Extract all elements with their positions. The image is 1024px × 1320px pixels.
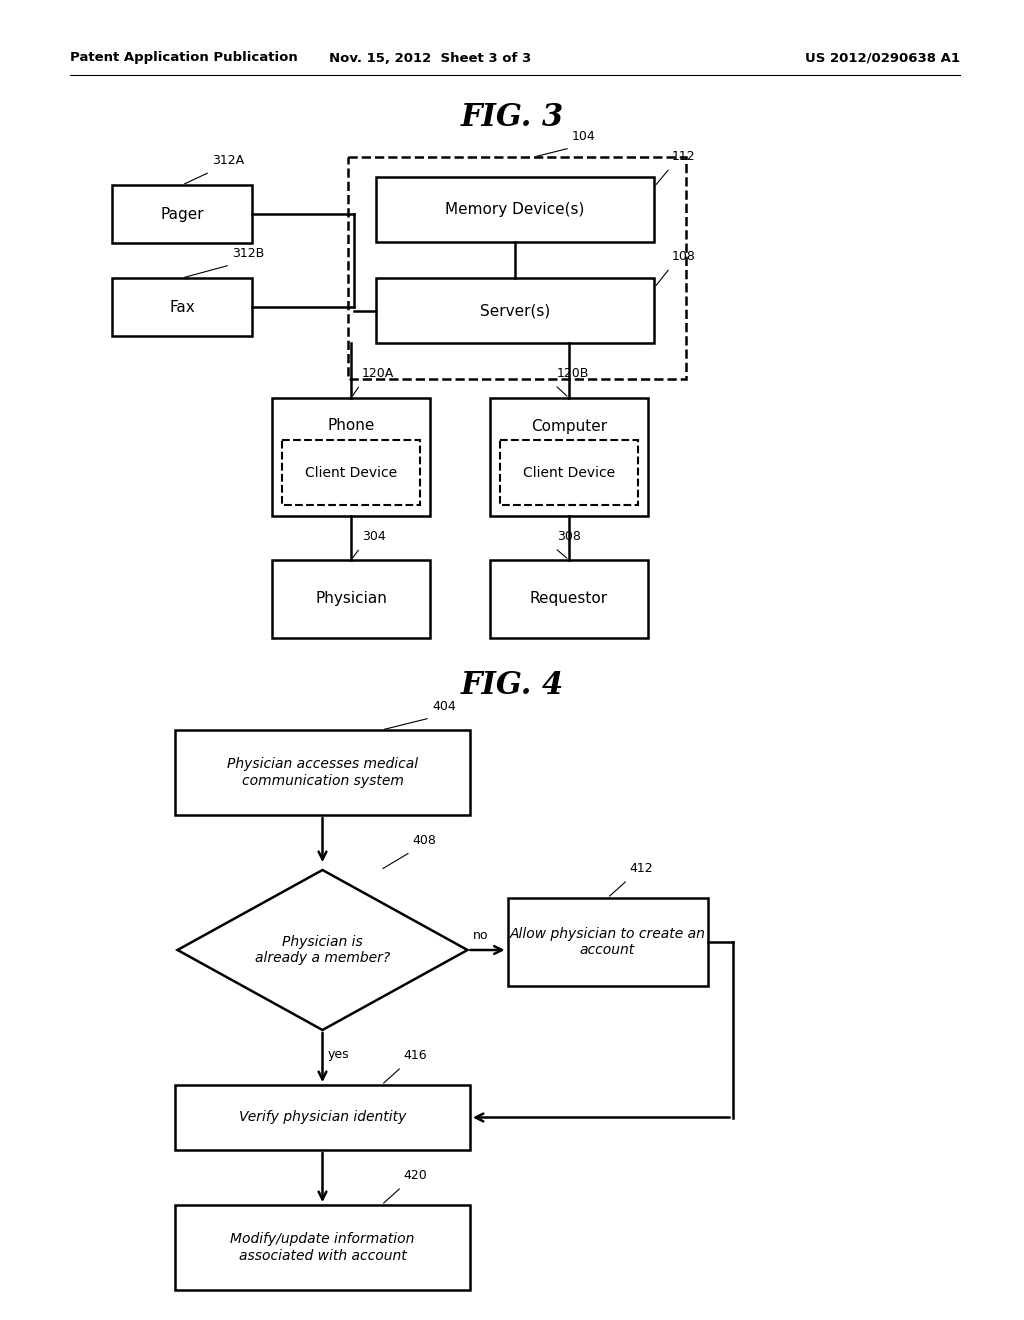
Text: 404: 404	[432, 700, 456, 713]
Bar	[282, 440, 420, 506]
Bar	[376, 177, 654, 242]
Text: 312A: 312A	[212, 154, 244, 168]
Bar	[175, 730, 470, 814]
Text: no: no	[472, 929, 488, 942]
Text: 112: 112	[672, 150, 695, 162]
Bar	[272, 560, 430, 638]
Text: Requestor: Requestor	[530, 591, 608, 606]
Text: Physician: Physician	[315, 591, 387, 606]
Text: 312B: 312B	[232, 247, 264, 260]
Text: Allow physician to create an
account: Allow physician to create an account	[510, 927, 706, 957]
Text: FIG. 3: FIG. 3	[461, 103, 563, 133]
Text: Fax: Fax	[169, 300, 195, 314]
Text: US 2012/0290638 A1: US 2012/0290638 A1	[805, 51, 961, 65]
Text: 120A: 120A	[362, 367, 394, 380]
Bar	[490, 399, 648, 516]
Text: Computer: Computer	[530, 418, 607, 433]
Text: 420: 420	[403, 1170, 427, 1181]
Text: 120B: 120B	[557, 367, 590, 380]
Text: Nov. 15, 2012  Sheet 3 of 3: Nov. 15, 2012 Sheet 3 of 3	[329, 51, 531, 65]
Bar	[348, 157, 686, 379]
Bar	[112, 279, 252, 337]
Text: 408: 408	[413, 834, 436, 847]
Text: Verify physician identity: Verify physician identity	[239, 1110, 407, 1125]
Text: yes: yes	[328, 1048, 349, 1061]
Text: Server(s): Server(s)	[480, 304, 550, 318]
Polygon shape	[177, 870, 468, 1030]
Bar	[500, 440, 638, 506]
Text: 108: 108	[672, 249, 696, 263]
Text: Physician is
already a member?: Physician is already a member?	[255, 935, 390, 965]
Text: 104: 104	[572, 129, 596, 143]
Text: Phone: Phone	[328, 418, 375, 433]
Text: Client Device: Client Device	[305, 466, 397, 480]
Bar	[376, 279, 654, 343]
Text: Memory Device(s): Memory Device(s)	[445, 202, 585, 216]
Text: Client Device: Client Device	[523, 466, 615, 480]
Bar	[112, 185, 252, 243]
Bar	[175, 1085, 470, 1150]
Text: FIG. 4: FIG. 4	[461, 669, 563, 701]
Text: 412: 412	[630, 862, 653, 875]
Bar	[272, 399, 430, 516]
Bar	[490, 560, 648, 638]
Text: Modify/update information
associated with account: Modify/update information associated wit…	[230, 1233, 415, 1263]
Text: Pager: Pager	[160, 206, 204, 222]
Bar	[175, 1205, 470, 1290]
Text: Physician accesses medical
communication system: Physician accesses medical communication…	[227, 758, 418, 788]
Text: Patent Application Publication: Patent Application Publication	[70, 51, 298, 65]
Bar	[508, 898, 708, 986]
Text: 304: 304	[362, 531, 386, 543]
Text: 416: 416	[403, 1049, 427, 1063]
Text: 308: 308	[557, 531, 581, 543]
